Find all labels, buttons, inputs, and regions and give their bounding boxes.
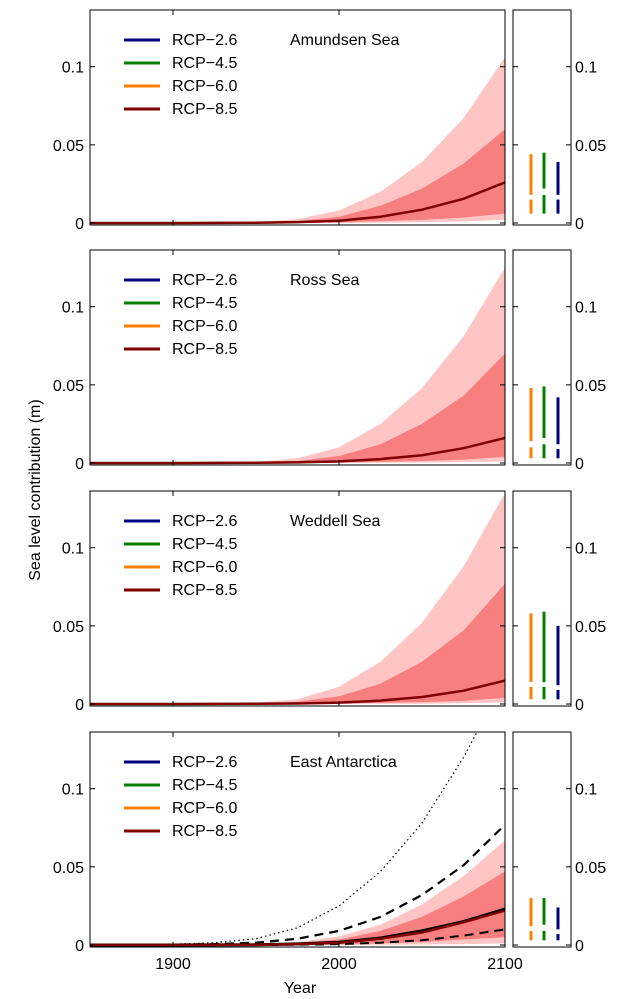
side-axes-frame <box>512 249 572 466</box>
side-axes-frame <box>512 731 572 948</box>
legend-label: RCP−6.0 <box>172 559 237 576</box>
side-y-tick-label: 0 <box>575 456 584 473</box>
dashed-line <box>90 823 505 947</box>
side-y-tick-label: 0 <box>575 697 584 714</box>
y-tick-label: 0.1 <box>62 541 84 558</box>
panel-weddell-sea: 0 0.05 0.1 RCP−2.6 RCP−4.5 RCP−6.0 RCP−8.5 Wedd… <box>53 490 606 714</box>
side-y-tick-label: 0.1 <box>575 300 597 317</box>
x-tick-label: 2000 <box>321 956 357 973</box>
side-y-tick-label: 0.1 <box>575 60 597 77</box>
y-tick-label: 0 <box>75 938 84 955</box>
y-tick-label: 0.05 <box>53 860 84 877</box>
y-axis-label: Sea level contribution (m) <box>27 399 44 580</box>
panel-ross-sea: 0 0.05 0.1 RCP−2.6 RCP−4.5 RCP−6.0 RCP−8.5 Ross… <box>53 249 606 473</box>
uncertainty-band-inner <box>90 129 505 223</box>
panels: 0 0.05 0.1 RCP−2.6 RCP−4.5 RCP−6.0 RCP−8.5 Amun… <box>53 9 606 973</box>
y-tick-label: 0.1 <box>62 782 84 799</box>
x-tick-label: 2100 <box>487 956 523 973</box>
side-axes-frame <box>512 9 572 226</box>
side-y-tick-label: 0.05 <box>575 619 606 636</box>
panel-east-antarctica: 0 0.05 0.1 1900 2000 2100 RCP−2.6 RCP−4.5 RCP−6.… <box>53 731 606 973</box>
y-tick-label: 0.05 <box>53 378 84 395</box>
y-tick-label: 0.1 <box>62 300 84 317</box>
y-tick-label: 0.05 <box>53 138 84 155</box>
panel-title: East Antarctica <box>290 754 397 771</box>
plot-area <box>90 267 505 465</box>
legend-label: RCP−8.5 <box>172 101 237 118</box>
main-axes-frame <box>89 9 506 226</box>
main-axes-frame <box>89 731 506 948</box>
legend-label: RCP−4.5 <box>172 777 237 794</box>
x-tick-label: 1900 <box>155 956 191 973</box>
plot-area <box>90 57 505 225</box>
legend-label: RCP−4.5 <box>172 55 237 72</box>
side-axes-frame <box>512 490 572 707</box>
legend-label: RCP−4.5 <box>172 536 237 553</box>
legend-label: RCP−2.6 <box>172 272 237 289</box>
uncertainty-band-outer <box>90 840 505 945</box>
panel-title: Ross Sea <box>290 272 359 289</box>
uncertainty-band-inner <box>90 353 505 463</box>
side-y-tick-label: 0.05 <box>575 138 606 155</box>
side-y-tick-label: 0 <box>575 938 584 955</box>
y-tick-label: 0 <box>75 456 84 473</box>
panel-title: Amundsen Sea <box>290 32 400 49</box>
uncertainty-band-inner <box>90 871 505 945</box>
y-tick-label: 0.1 <box>62 60 84 77</box>
legend-label: RCP−8.5 <box>172 823 237 840</box>
main-axes-frame <box>89 249 506 466</box>
uncertainty-band-inner <box>90 583 505 704</box>
legend-label: RCP−2.6 <box>172 32 237 49</box>
uncertainty-band-outer <box>90 493 505 704</box>
side-y-tick-label: 0.1 <box>575 782 597 799</box>
legend-label: RCP−8.5 <box>172 582 237 599</box>
panel-amundsen-sea: 0 0.05 0.1 RCP−2.6 RCP−4.5 RCP−6.0 RCP−8.5 Amun… <box>53 9 606 233</box>
legend-label: RCP−8.5 <box>172 341 237 358</box>
y-tick-label: 0.05 <box>53 619 84 636</box>
y-tick-label: 0 <box>75 216 84 233</box>
main-axes-frame <box>89 490 506 707</box>
legend-label: RCP−2.6 <box>172 513 237 530</box>
legend-label: RCP−6.0 <box>172 78 237 95</box>
x-axis-label: Year <box>284 980 317 997</box>
side-y-tick-label: 0 <box>575 216 584 233</box>
uncertainty-band-outer <box>90 267 505 463</box>
legend-label: RCP−6.0 <box>172 318 237 335</box>
side-y-tick-label: 0.05 <box>575 378 606 395</box>
uncertainty-band-outer <box>90 57 505 223</box>
legend-label: RCP−6.0 <box>172 800 237 817</box>
legend-label: RCP−4.5 <box>172 295 237 312</box>
side-y-tick-label: 0.1 <box>575 541 597 558</box>
panel-title: Weddell Sea <box>290 513 381 530</box>
side-y-tick-label: 0.05 <box>575 860 606 877</box>
y-tick-label: 0 <box>75 697 84 714</box>
legend-label: RCP−2.6 <box>172 754 237 771</box>
